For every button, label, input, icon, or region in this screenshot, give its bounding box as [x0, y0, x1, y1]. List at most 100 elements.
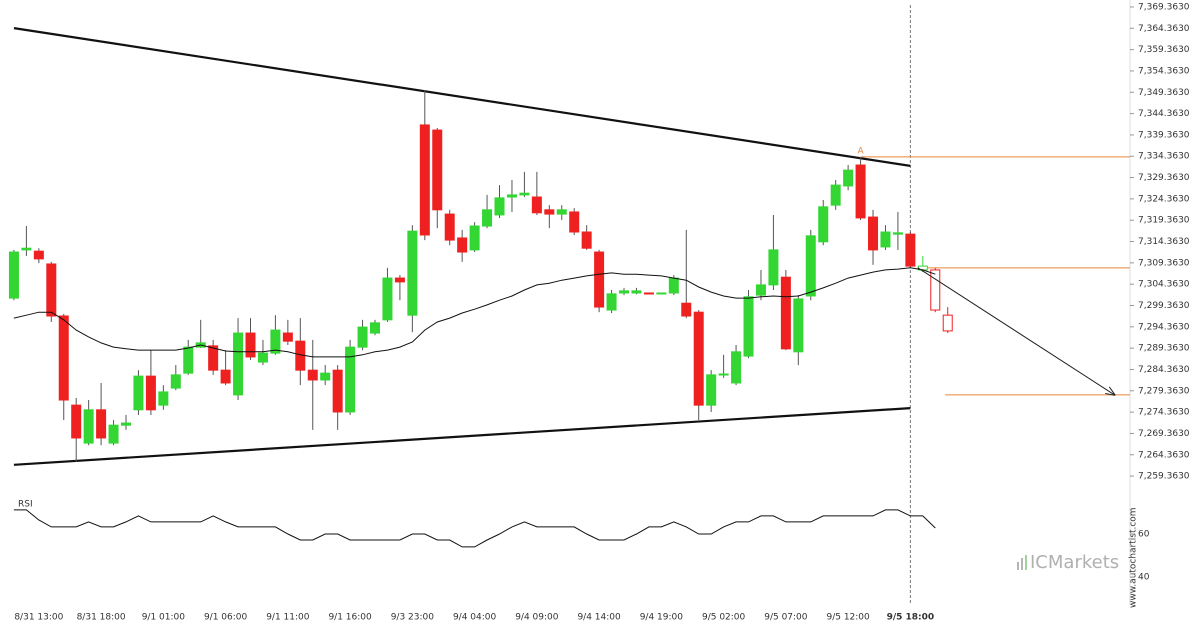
candle-body [407, 230, 418, 316]
y-tick-label: 7,259.3630 [1138, 472, 1190, 482]
y-tick-label: 7,324.3630 [1138, 194, 1190, 204]
x-tick-label: 9/5 02:00 [702, 613, 746, 623]
x-tick-label: 9/3 23:00 [391, 613, 435, 623]
candle-body [8, 251, 19, 299]
candle-body [631, 290, 642, 294]
x-tick-label: 9/4 09:00 [515, 613, 559, 623]
candle-body [818, 206, 829, 243]
candle-body [332, 369, 343, 413]
rsi-tick-label: 60 [1138, 529, 1150, 539]
candle-body [320, 372, 331, 381]
candle-body [843, 169, 854, 187]
candle-body [419, 124, 430, 236]
y-tick-label: 7,329.3630 [1138, 173, 1190, 183]
candle-body [21, 247, 32, 251]
y-tick-label: 7,269.3630 [1138, 429, 1190, 439]
x-tick-label: 9/5 18:00 [887, 613, 935, 623]
candle-body [868, 216, 879, 251]
candle-body [668, 277, 679, 294]
candle-body [145, 375, 156, 411]
candle-body [506, 194, 517, 198]
moving-average [13, 267, 936, 358]
candle-body [183, 346, 194, 374]
candle-body [942, 314, 953, 332]
candle-body [569, 211, 580, 233]
y-tick-label: 7,274.3630 [1138, 408, 1190, 418]
candle-body [270, 329, 281, 354]
candle-body [282, 332, 293, 342]
candle-body [581, 231, 592, 249]
candle-body [158, 391, 169, 406]
trendline [13, 407, 911, 466]
y-tick-label: 7,284.3630 [1138, 365, 1190, 375]
x-tick-label: 9/5 07:00 [764, 613, 808, 623]
y-tick-label: 7,354.3630 [1138, 66, 1190, 76]
candle-body [718, 373, 729, 376]
candle-body [855, 164, 866, 219]
candle-body [780, 276, 791, 350]
candle-body [170, 374, 181, 389]
y-tick-label: 7,264.3630 [1138, 450, 1190, 460]
candle-body [531, 196, 542, 214]
candle-body [307, 369, 318, 381]
y-tick-label: 7,344.3630 [1138, 109, 1190, 119]
y-tick-label: 7,314.3630 [1138, 237, 1190, 247]
x-tick-label: 9/4 04:00 [453, 613, 497, 623]
candle-body [133, 375, 144, 411]
candle-body [357, 326, 368, 348]
x-tick-label: 9/5 12:00 [826, 613, 870, 623]
watermark-logo [1017, 555, 1027, 570]
rsi-title: RSI [18, 500, 33, 510]
candle-body [494, 197, 505, 216]
y-tick-label: 7,319.3630 [1138, 216, 1190, 226]
x-tick-label: 8/31 18:00 [77, 613, 126, 623]
y-tick-label: 7,309.3630 [1138, 258, 1190, 268]
y-tick-label: 7,349.3630 [1138, 88, 1190, 98]
x-tick-label: 9/1 01:00 [142, 613, 186, 623]
candle-body [606, 293, 617, 311]
candle-body [793, 298, 804, 353]
candle-body [108, 424, 119, 444]
candle-body [58, 315, 69, 401]
y-tick-label: 7,359.3630 [1138, 45, 1190, 55]
candle-body [233, 332, 244, 396]
candle-body [469, 225, 480, 251]
candle-body [693, 311, 704, 406]
candle-body [46, 263, 57, 317]
candle-body [681, 302, 692, 317]
candle-body [805, 235, 816, 297]
source-credit: www.autochartist.com [1129, 507, 1139, 608]
candle-body [830, 184, 841, 206]
candle-body [544, 209, 555, 215]
candle-body [257, 352, 268, 363]
candle-body [71, 404, 82, 439]
x-tick-label: 8/31 13:00 [14, 613, 63, 623]
watermark: ICMarkets [1030, 552, 1119, 573]
y-tick-label: 7,279.3630 [1138, 386, 1190, 396]
level-label: A [857, 146, 864, 156]
candle-body [706, 374, 717, 406]
candle-body [370, 322, 381, 334]
candle-body [743, 296, 754, 357]
y-tick-label: 7,299.3630 [1138, 301, 1190, 311]
candle-body [880, 231, 891, 248]
y-tick-label: 7,369.3630 [1138, 2, 1190, 12]
y-tick-label: 7,334.3630 [1138, 152, 1190, 162]
candle-body [33, 250, 44, 260]
candle-body [619, 290, 630, 294]
x-tick-label: 9/1 11:00 [266, 613, 310, 623]
candle-body [656, 292, 667, 295]
candle-body [519, 192, 530, 196]
y-tick-label: 7,294.3630 [1138, 322, 1190, 332]
candle-body [394, 277, 405, 283]
trendline [13, 27, 911, 167]
y-tick-label: 7,339.3630 [1138, 130, 1190, 140]
candle-body [930, 269, 941, 311]
candle-body [482, 209, 493, 227]
y-tick-label: 7,289.3630 [1138, 344, 1190, 354]
candle-body [83, 409, 94, 444]
y-tick-label: 7,304.3630 [1138, 280, 1190, 290]
